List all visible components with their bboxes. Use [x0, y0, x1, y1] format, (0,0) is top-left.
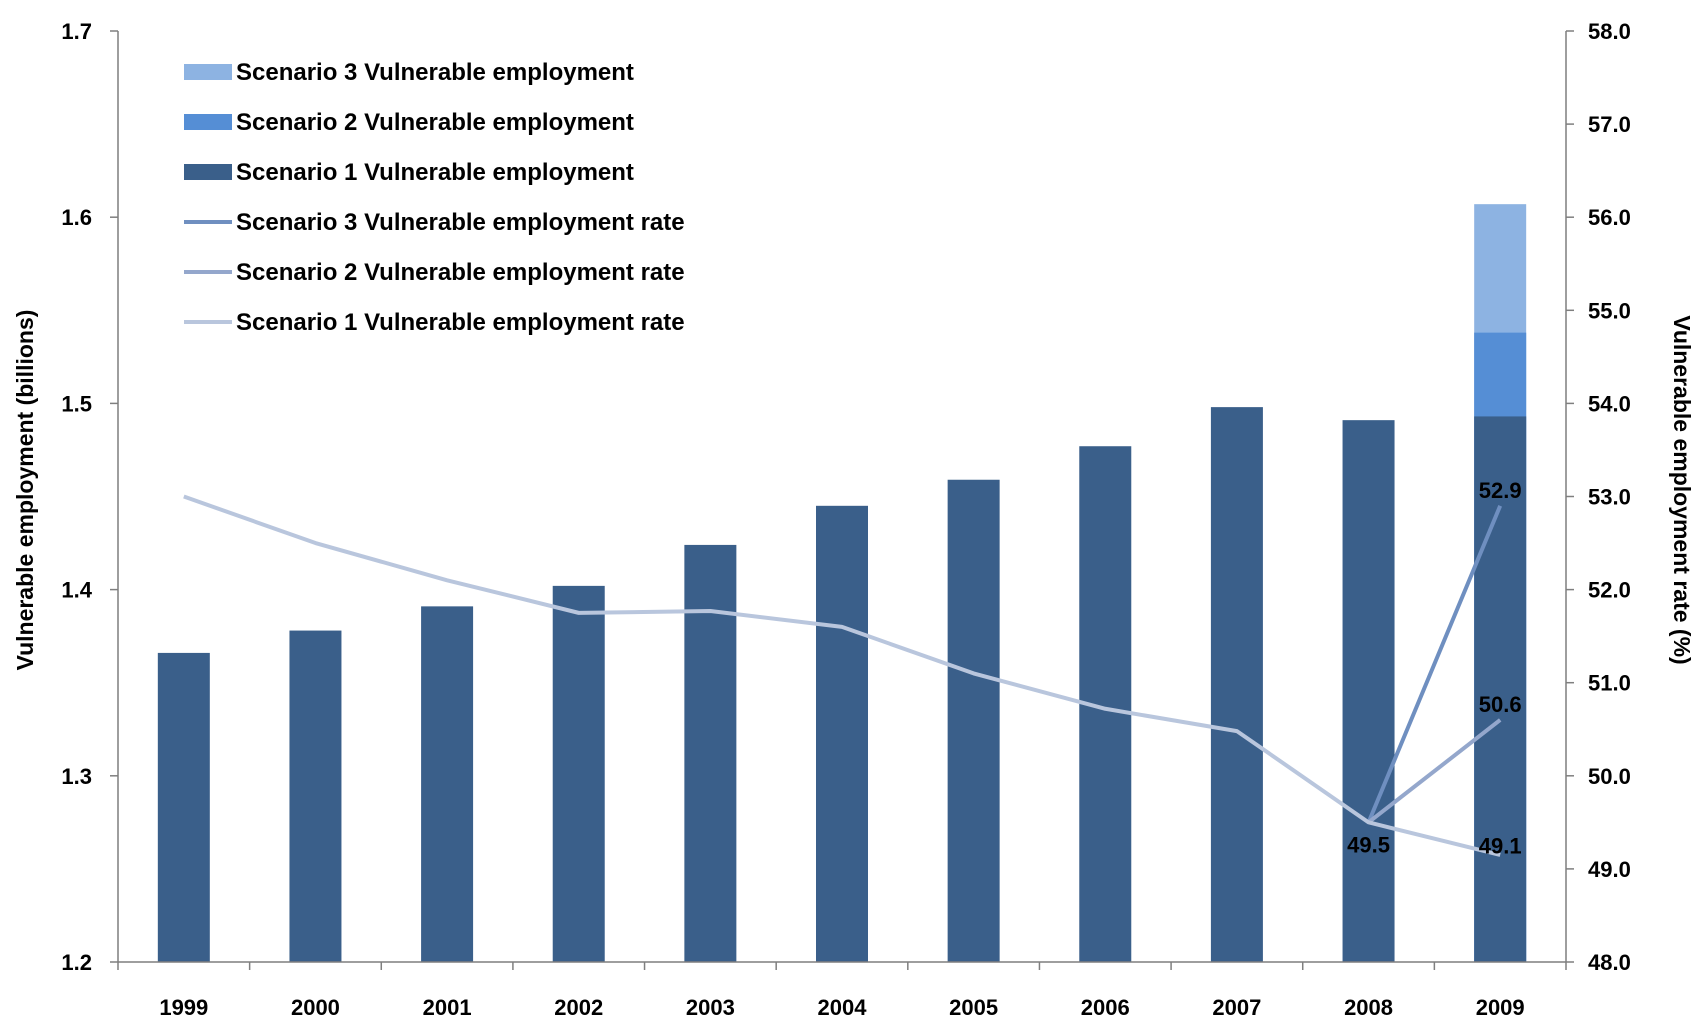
- bar-2004-series-2: [816, 505, 868, 962]
- y-right-tick-label: 48.0: [1588, 950, 1631, 975]
- legend-label: Scenario 1 Vulnerable employment rate: [236, 309, 685, 336]
- y-right-tick-label: 51.0: [1588, 671, 1631, 696]
- y-right-tick-label: 55.0: [1588, 298, 1631, 323]
- bar-2001-series-2: [421, 606, 474, 962]
- x-tick-label: 2003: [686, 995, 735, 1020]
- y-left-tick-label: 1.2: [61, 950, 92, 975]
- legend-label: Scenario 2 Vulnerable employment rate: [236, 259, 685, 286]
- rate-line-series-2: [183, 494, 1501, 857]
- legend-swatch: [184, 114, 232, 130]
- x-tick-label: 2000: [291, 995, 340, 1020]
- legend-label: Scenario 3 Vulnerable employment: [236, 59, 634, 86]
- bar-2002-series-2: [552, 585, 605, 962]
- x-tick-label: 2006: [1081, 995, 1130, 1020]
- bar-2005-series-2: [947, 479, 1000, 962]
- x-tick-label: 2001: [423, 995, 472, 1020]
- legend-swatch: [184, 64, 232, 80]
- y-left-tick-label: 1.7: [61, 19, 92, 44]
- data-label: 49.5: [1347, 832, 1390, 857]
- lines-group: [183, 494, 1503, 857]
- bar-1999-series-2: [157, 652, 210, 962]
- x-tick-label: 1999: [159, 995, 208, 1020]
- legend-label: Scenario 2 Vulnerable employment: [236, 109, 634, 136]
- y-axis-left-title: Vulnerable employment (billions): [12, 310, 38, 671]
- x-tick-label: 2002: [554, 995, 603, 1020]
- y-left-tick-label: 1.6: [61, 205, 92, 230]
- y-right-tick-label: 49.0: [1588, 857, 1631, 882]
- y-axis-right: 48.0 49.0 50.0 51.0 52.0 53.0 54.0 55.0 56.0 57.0…: [1566, 19, 1631, 975]
- axes-group: [117, 31, 1567, 963]
- bar-2008-series-2: [1342, 420, 1395, 963]
- data-label: 49.1: [1479, 834, 1522, 859]
- rate-line-series-1: [1367, 718, 1502, 824]
- legend-label: Scenario 3 Vulnerable employment rate: [236, 209, 685, 236]
- x-axis: 1999 2000 2001 2002 2003 2004 2005 2006 2007 2008…: [117, 962, 1567, 1020]
- x-tick-label: 2005: [949, 995, 998, 1020]
- legend-swatch: [184, 164, 232, 180]
- x-tick-label: 2008: [1344, 995, 1393, 1020]
- y-right-tick-label: 53.0: [1588, 485, 1631, 510]
- y-left-tick-label: 1.3: [61, 764, 92, 789]
- data-label: 50.6: [1479, 692, 1522, 717]
- x-tick-label: 2009: [1476, 995, 1525, 1020]
- bar-2003-series-2: [684, 544, 737, 962]
- x-tick-label: 2004: [818, 995, 868, 1020]
- y-right-tick-label: 54.0: [1588, 391, 1631, 416]
- y-left-tick-label: 1.4: [61, 578, 92, 603]
- data-labels-group: 52.9 50.6 49.5 49.1: [1347, 478, 1521, 859]
- y-right-tick-label: 52.0: [1588, 578, 1631, 603]
- y-left-tick-label: 1.5: [61, 391, 92, 416]
- legend-label: Scenario 1 Vulnerable employment: [236, 159, 634, 186]
- data-label: 52.9: [1479, 478, 1522, 503]
- y-axis-right-title: Vulnerable employment rate (%): [1669, 315, 1695, 664]
- rate-line-series-0: [1366, 505, 1503, 824]
- x-tick-label: 2007: [1212, 995, 1261, 1020]
- legend: Scenario 3 Vulnerable employment Scenario…: [184, 59, 685, 336]
- bar-2000-series-2: [289, 630, 342, 962]
- bar-2007-series-2: [1210, 407, 1263, 962]
- y-right-tick-label: 58.0: [1588, 19, 1631, 44]
- y-axis-left: 1.2 1.3 1.4 1.5 1.6 1.7: [61, 19, 118, 975]
- y-right-tick-label: 57.0: [1588, 112, 1631, 137]
- bars-group: [157, 204, 1527, 963]
- y-right-tick-label: 50.0: [1588, 764, 1631, 789]
- y-right-tick-label: 56.0: [1588, 205, 1631, 230]
